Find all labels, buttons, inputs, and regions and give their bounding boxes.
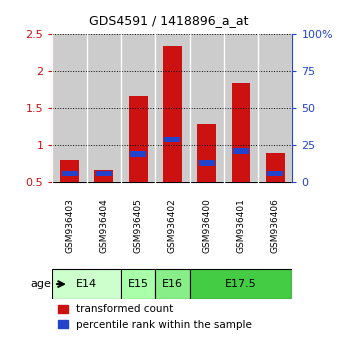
Text: E14: E14	[76, 279, 97, 289]
Bar	[164, 137, 180, 142]
Text: GSM936400: GSM936400	[202, 198, 211, 253]
Bar	[233, 148, 249, 154]
Bar	[60, 160, 79, 182]
Text: GSM936406: GSM936406	[271, 198, 280, 253]
Text: GSM936404: GSM936404	[99, 198, 108, 253]
Bar	[199, 160, 215, 166]
Bar	[129, 96, 147, 182]
Bar	[62, 171, 77, 176]
Bar	[121, 269, 155, 299]
Text: GDS4591 / 1418896_a_at: GDS4591 / 1418896_a_at	[89, 13, 249, 27]
Text: age: age	[31, 279, 52, 289]
Bar	[266, 153, 285, 182]
Bar	[52, 269, 121, 299]
Bar	[94, 170, 113, 182]
Bar	[232, 84, 250, 182]
Bar	[155, 269, 190, 299]
Text: E16: E16	[162, 279, 183, 289]
Bar	[197, 124, 216, 182]
Text: GSM936403: GSM936403	[65, 198, 74, 253]
Legend: transformed count, percentile rank within the sample: transformed count, percentile rank withi…	[57, 304, 252, 330]
Bar	[130, 152, 146, 157]
Bar	[190, 269, 292, 299]
Text: GSM936405: GSM936405	[134, 198, 143, 253]
Text: E17.5: E17.5	[225, 279, 257, 289]
Text: E15: E15	[128, 279, 149, 289]
Bar	[96, 171, 112, 176]
Text: GSM936402: GSM936402	[168, 198, 177, 253]
Bar	[267, 171, 283, 176]
Text: GSM936401: GSM936401	[237, 198, 245, 253]
Bar	[163, 46, 182, 182]
